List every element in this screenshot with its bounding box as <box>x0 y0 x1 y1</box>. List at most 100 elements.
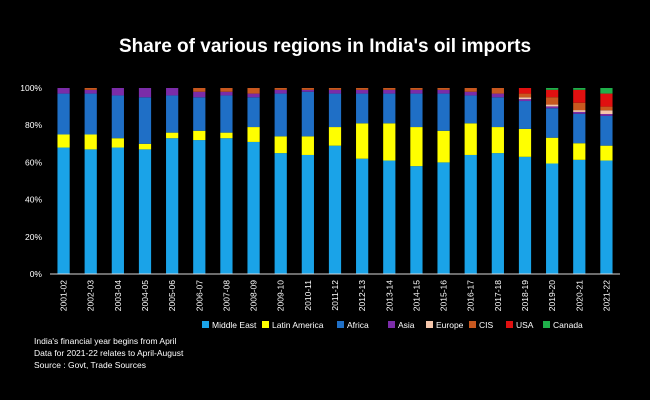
bar-segment-asia <box>301 89 314 92</box>
legend-swatch <box>506 321 513 328</box>
legend-label: Middle East <box>212 320 257 330</box>
bar-segment-cis <box>573 102 586 111</box>
y-tick-label: 0% <box>30 269 43 279</box>
bar-segment-asia <box>193 91 206 98</box>
legend-swatch <box>202 321 209 328</box>
bar-segment-middle-east <box>274 153 287 274</box>
bar-segment-africa <box>546 108 559 138</box>
bar-segment-africa <box>111 95 124 139</box>
bar-segment-asia <box>518 99 532 102</box>
legend: Middle East Latin America Africa Asia Europe… <box>202 320 583 330</box>
bar-segment-canada <box>573 88 586 90</box>
bar-segment-latin-america <box>437 130 450 163</box>
bar-segment-asia <box>464 91 477 96</box>
bar-segment-middle-east <box>247 141 260 274</box>
bar-segment-africa <box>437 93 450 131</box>
bar-segment-africa <box>464 95 477 124</box>
bar-segment-cis <box>193 88 206 92</box>
bar-segment-asia <box>57 88 70 94</box>
bar-segment-cis <box>328 88 342 90</box>
bar-segment-africa <box>410 93 423 128</box>
bar-segment-latin-america <box>410 127 423 167</box>
bar-segment-latin-america <box>247 127 260 142</box>
bar-segment-middle-east <box>138 149 152 274</box>
bar-segment-middle-east <box>301 154 314 274</box>
bar-segment-africa <box>518 101 532 129</box>
bar-segment-asia <box>84 89 97 94</box>
x-tick-label: 2013-14 <box>384 280 394 311</box>
x-tick-label: 2014-15 <box>411 280 421 311</box>
x-tick-label: 2016-17 <box>466 280 476 311</box>
y-tick-label: 80% <box>25 120 42 130</box>
x-tick-label: 2021-22 <box>601 280 611 311</box>
legend-swatch <box>469 321 476 328</box>
bar-segment-latin-america <box>464 123 477 155</box>
bar-segment-middle-east <box>57 147 70 274</box>
bar-segment-latin-america <box>274 136 287 154</box>
bar-segment-africa <box>301 91 314 137</box>
bar-segment-cis <box>491 88 504 94</box>
bar-segment-africa <box>573 113 586 144</box>
bar-segment-europe <box>518 97 532 100</box>
bar-segment-cis <box>301 88 314 90</box>
bar-segment-africa <box>220 95 233 133</box>
bar-segment-middle-east <box>410 166 423 274</box>
legend-label: Africa <box>347 320 369 330</box>
bar-segment-cis <box>274 88 287 90</box>
bar-segment-middle-east <box>356 158 369 274</box>
y-tick-label: 60% <box>25 157 42 167</box>
bar-segment-usa <box>546 89 559 98</box>
bar-segment-europe <box>600 110 613 115</box>
bar-segment-middle-east <box>437 162 450 274</box>
legend-label: Canada <box>553 320 583 330</box>
bar-segment-latin-america <box>328 127 342 146</box>
bar-segment-africa <box>356 93 369 124</box>
bar-segment-asia <box>274 89 287 94</box>
bar-segment-cis <box>546 97 559 105</box>
bar-segment-latin-america <box>356 123 369 159</box>
bar-segment-africa <box>247 97 260 128</box>
x-tick-label: 2017-18 <box>493 280 503 311</box>
legend-label: Europe <box>436 320 464 330</box>
bar-segment-asia <box>356 89 369 94</box>
bar-segment-usa <box>573 89 586 103</box>
bar-segment-middle-east <box>518 156 532 274</box>
bar-segment-canada <box>600 88 613 94</box>
bar-segment-middle-east <box>383 160 396 274</box>
bar-segment-asia <box>573 111 586 114</box>
bar-segment-middle-east <box>600 160 613 274</box>
legend-swatch <box>262 321 269 328</box>
bar-segment-africa <box>328 93 342 128</box>
bar-segment-usa <box>518 88 532 94</box>
bar-segment-cis <box>518 93 532 98</box>
legend-swatch <box>426 321 433 328</box>
bar-segment-middle-east <box>464 154 477 274</box>
bar-segment-latin-america <box>166 132 179 139</box>
bar-segment-middle-east <box>328 145 342 274</box>
legend-label: USA <box>516 320 534 330</box>
bar-segment-latin-america <box>84 134 97 150</box>
bar-segment-middle-east <box>111 147 124 274</box>
bar-segment-canada <box>546 88 559 90</box>
legend-swatch <box>388 321 395 328</box>
bar-segment-cis <box>84 88 97 90</box>
bar-segment-cis <box>600 106 613 111</box>
bar-segment-africa <box>383 93 396 124</box>
bar-segment-middle-east <box>491 153 504 274</box>
bar-segment-latin-america <box>193 130 206 141</box>
bar-segment-asia <box>437 89 450 94</box>
x-tick-label: 2018-19 <box>520 280 530 311</box>
bar-segment-africa <box>600 115 613 146</box>
bar-segment-latin-america <box>491 127 504 154</box>
legend-swatch <box>543 321 550 328</box>
bar-segment-europe <box>573 110 586 112</box>
bar-segment-latin-america <box>518 128 532 157</box>
x-tick-label: 2002-03 <box>86 280 96 311</box>
chart-title: Share of various regions in India's oil … <box>118 36 532 57</box>
bar-segment-cis <box>247 88 260 94</box>
x-tick-label: 2005-06 <box>167 280 177 311</box>
bar-segment-africa <box>84 93 97 135</box>
note-financial-year: India's financial year begins from April <box>34 336 177 346</box>
bar-segment-latin-america <box>111 138 124 148</box>
